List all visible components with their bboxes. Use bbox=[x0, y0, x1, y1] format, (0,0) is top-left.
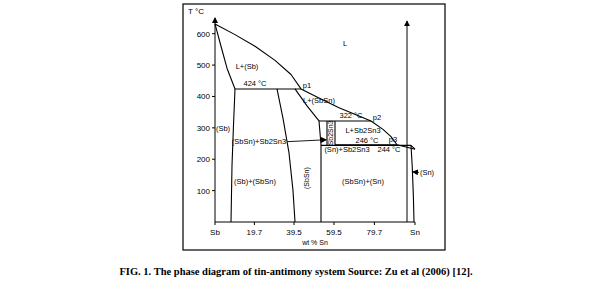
x-tick bbox=[294, 222, 295, 225]
composition-arrow bbox=[407, 21, 408, 222]
y-tick-label: 100 bbox=[197, 187, 211, 196]
x-axis-line bbox=[215, 222, 415, 223]
region-label: Sb2Sn3 bbox=[328, 120, 335, 145]
phase-boundary bbox=[235, 88, 301, 89]
region-label: L bbox=[343, 39, 347, 48]
region-label: L+(SbSn) bbox=[303, 96, 335, 105]
annotation-arrow bbox=[413, 171, 419, 173]
annotations: L L+(Sb) (Sb) 424 °C p1 L+(SbSn) 322 °C p2 L+Sb2… bbox=[216, 39, 435, 189]
x-tick-label: 59.5 bbox=[326, 228, 342, 237]
figure-frame bbox=[183, 4, 445, 250]
y-tick-label: 300 bbox=[197, 124, 211, 133]
plot-area bbox=[215, 21, 415, 222]
phase-boundary bbox=[277, 89, 295, 222]
region-label: (Sn) bbox=[420, 168, 435, 177]
page: {"chart_data": { "type": "line", "title"… bbox=[0, 0, 592, 300]
annotation-arrow bbox=[287, 140, 326, 142]
y-tick-label: 200 bbox=[197, 155, 211, 164]
axes: 100 200 300 400 500 600 Sb 19.7 39.5 59.5 79.7 Sn wt… bbox=[188, 7, 420, 246]
region-label: L+Sb2Sn3 bbox=[345, 126, 380, 135]
x-tick-label: 39.5 bbox=[286, 228, 302, 237]
x-tick bbox=[334, 222, 335, 225]
y-tick bbox=[212, 190, 215, 191]
region-label: 244 °C bbox=[377, 145, 401, 154]
phase-boundary bbox=[334, 121, 335, 145]
x-tick-label: Sn bbox=[410, 228, 420, 237]
y-tick bbox=[212, 33, 215, 34]
region-label: p2 bbox=[373, 113, 381, 122]
region-label: (Sn)+Sb2Sn3 bbox=[324, 145, 369, 154]
region-label: (Sb) bbox=[216, 124, 231, 133]
y-axis-line bbox=[215, 18, 216, 222]
x-tick-label: 79.7 bbox=[367, 228, 383, 237]
region-label: (Sb)+(SbSn) bbox=[234, 177, 276, 186]
x-tick bbox=[254, 222, 255, 225]
region-label: p1 bbox=[303, 81, 311, 90]
x-tick bbox=[374, 222, 375, 225]
y-tick bbox=[212, 127, 215, 128]
region-label: 322 °C bbox=[339, 111, 363, 120]
phase-boundary bbox=[215, 24, 301, 89]
y-axis-title: T °C bbox=[188, 7, 204, 16]
y-tick bbox=[212, 65, 215, 66]
phase-boundary bbox=[411, 145, 414, 222]
x-tick-label: 19.7 bbox=[247, 228, 263, 237]
region-label: p3 bbox=[389, 135, 397, 144]
region-label: (SbSn)+Sb2Sn3 bbox=[232, 137, 286, 146]
x-tick-label: Sb bbox=[210, 228, 220, 237]
phase-boundary bbox=[215, 24, 235, 89]
caption: FIG. 1. The phase diagram of tin-antimon… bbox=[119, 266, 472, 278]
y-tick bbox=[212, 96, 215, 97]
x-tick bbox=[415, 222, 416, 225]
y-tick bbox=[212, 159, 215, 160]
x-tick bbox=[215, 222, 216, 225]
region-label: 424 °C bbox=[243, 79, 267, 88]
region-label: (SbSn) bbox=[304, 167, 312, 189]
chart: 100 200 300 400 500 600 Sb 19.7 39.5 59.5 79.7 Sn wt… bbox=[0, 0, 592, 300]
phase-boundary bbox=[301, 89, 371, 121]
phase-boundary bbox=[295, 89, 321, 222]
y-tick-label: 600 bbox=[197, 30, 211, 39]
region-label: L+(Sb) bbox=[236, 62, 259, 71]
region-label: 246 °C bbox=[355, 136, 379, 145]
region-label: (SbSn)+(Sn) bbox=[342, 177, 384, 186]
y-tick-label: 400 bbox=[197, 92, 211, 101]
x-axis-title: wt % Sn bbox=[301, 239, 328, 246]
y-tick-label: 500 bbox=[197, 61, 211, 70]
phase-boundary bbox=[231, 89, 235, 222]
